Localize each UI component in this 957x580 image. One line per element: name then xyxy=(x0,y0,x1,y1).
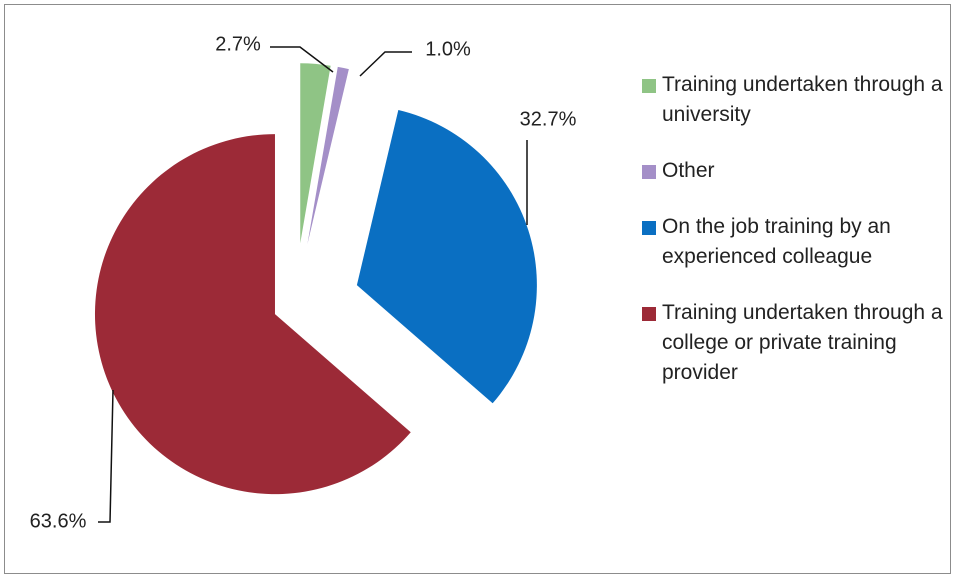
leader-line xyxy=(270,46,334,73)
pie-slice xyxy=(356,109,537,404)
data-label: 63.6% xyxy=(30,510,87,532)
legend-swatch xyxy=(642,79,656,93)
data-label: 2.7% xyxy=(215,33,261,55)
legend-swatch xyxy=(642,221,656,235)
legend-item: On the job training by an experienced co… xyxy=(640,212,950,272)
chart-frame xyxy=(4,4,951,574)
legend-label: Other xyxy=(662,159,715,182)
pie-slice xyxy=(307,66,349,245)
leader-line xyxy=(359,51,412,77)
legend-swatch xyxy=(642,165,656,179)
legend: Training undertaken through a university… xyxy=(640,70,950,414)
legend-item: Training undertaken through a university xyxy=(640,70,950,130)
data-label: 32.7% xyxy=(520,108,577,130)
pie-slice xyxy=(300,63,331,244)
legend-label: Training undertaken through a university xyxy=(662,73,943,126)
legend-label: On the job training by an experienced co… xyxy=(662,215,891,268)
legend-item: Training undertaken through a college or… xyxy=(640,298,950,388)
legend-item: Other xyxy=(640,156,950,186)
legend-label: Training undertaken through a college or… xyxy=(662,301,943,384)
leader-line xyxy=(98,389,114,523)
data-label: 1.0% xyxy=(425,38,471,60)
pie-slice xyxy=(94,134,411,495)
legend-swatch xyxy=(642,307,656,321)
